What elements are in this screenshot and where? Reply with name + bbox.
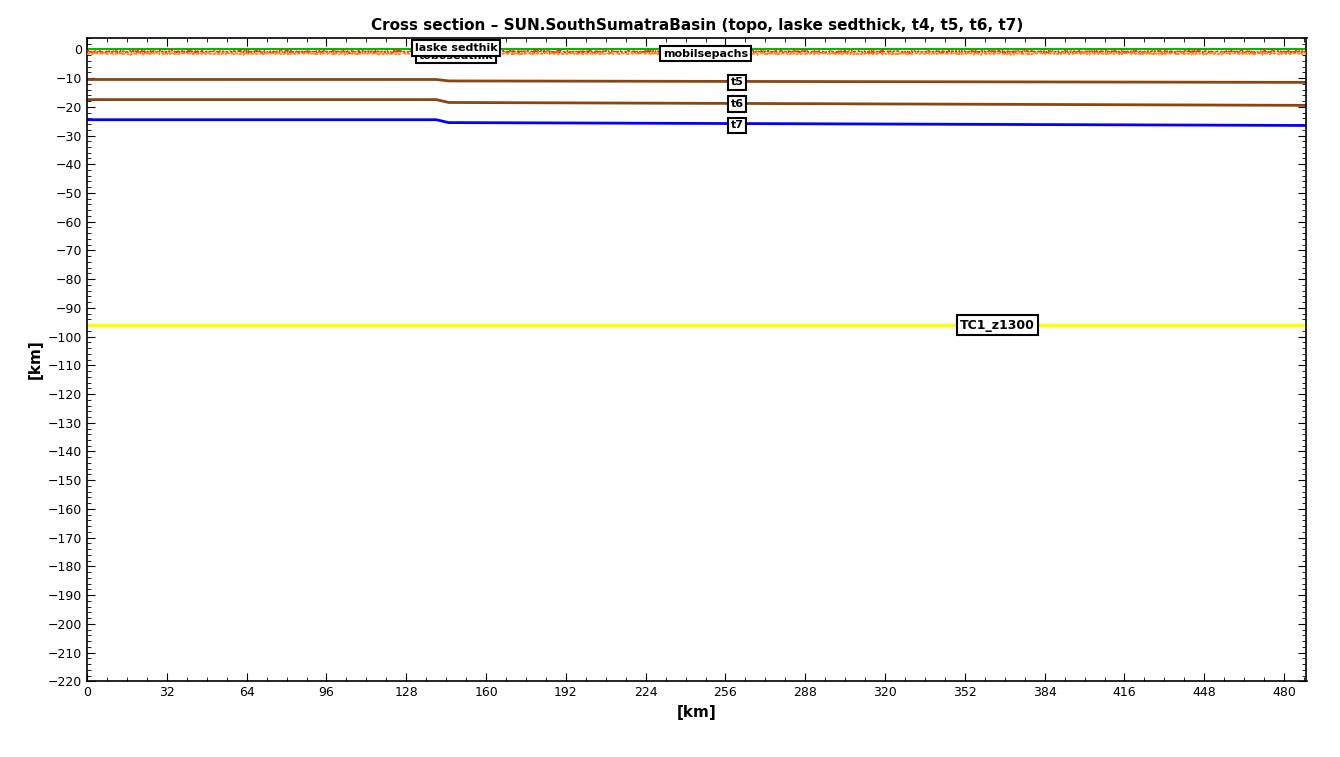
- Text: mobilsepachs: mobilsepachs: [663, 48, 748, 58]
- Y-axis label: [km]: [km]: [27, 340, 43, 379]
- X-axis label: [km]: [km]: [677, 705, 717, 720]
- Text: tobosedthik: tobosedthik: [419, 51, 493, 61]
- Text: laske sedthik: laske sedthik: [415, 43, 497, 53]
- Text: t7: t7: [730, 120, 744, 130]
- Text: TC1_z1300: TC1_z1300: [959, 319, 1034, 332]
- Text: t5: t5: [730, 77, 744, 87]
- Title: Cross section – SUN.SouthSumatraBasin (topo, laske sedthick, t4, t5, t6, t7): Cross section – SUN.SouthSumatraBasin (t…: [371, 17, 1022, 33]
- Text: t6: t6: [730, 99, 744, 109]
